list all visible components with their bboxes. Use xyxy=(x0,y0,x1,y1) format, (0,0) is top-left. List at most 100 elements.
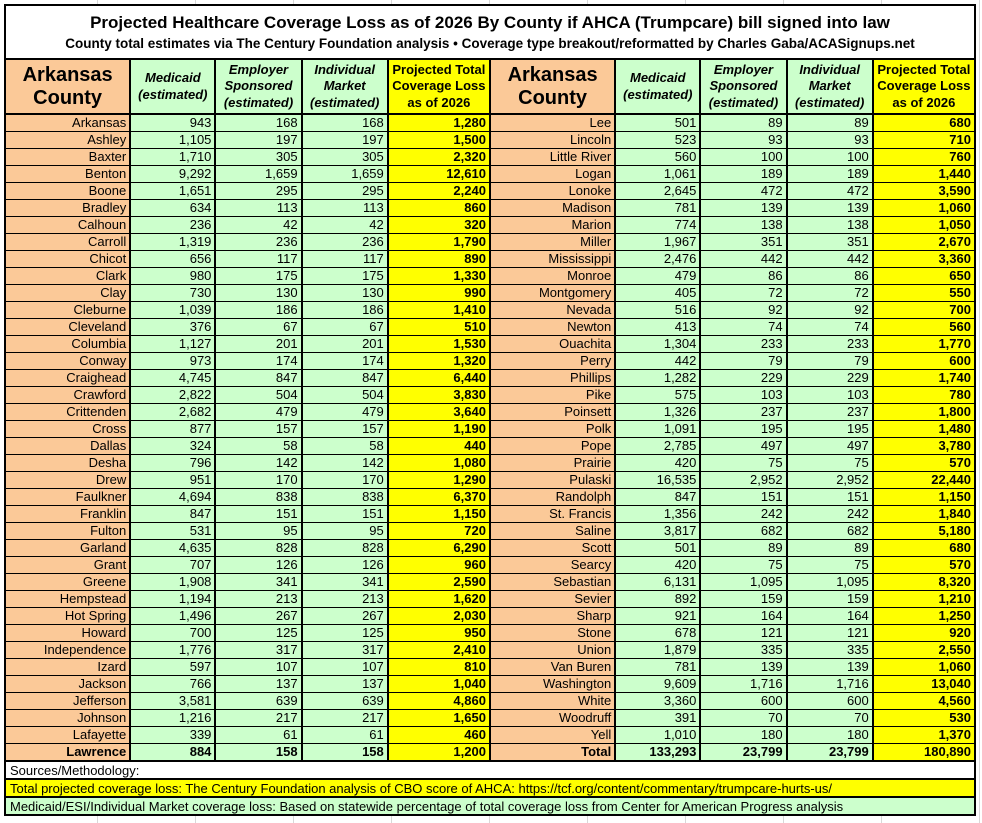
county-cell: Prairie xyxy=(488,454,617,472)
table-row: Clay 730 130 130 990 Montgomery 405 72 72 550 xyxy=(3,284,977,302)
county-cell: Faulkner xyxy=(3,488,132,506)
medicaid-cell: 774 xyxy=(614,216,702,234)
total-cell: 700 xyxy=(871,301,977,319)
total-cell: 4,560 xyxy=(871,692,977,710)
col-header-total-left: Projected Total Coverage Loss as of 2026 xyxy=(386,58,491,115)
employer-cell: 242 xyxy=(699,505,788,523)
medicaid-cell: 1,194 xyxy=(129,590,217,608)
employer-cell: 838 xyxy=(214,488,303,506)
total-cell: 3,590 xyxy=(871,182,977,200)
employer-cell: 93 xyxy=(699,131,788,149)
employer-cell: 1,095 xyxy=(699,573,788,591)
total-cell: 1,500 xyxy=(386,131,491,149)
total-cell: 890 xyxy=(386,250,491,268)
employer-cell: 180 xyxy=(699,726,788,744)
total-cell: 1,250 xyxy=(871,607,977,625)
medicaid-cell: 1,010 xyxy=(614,726,702,744)
table-row: Craighead 4,745 847 847 6,440 Phillips 1,282 22… xyxy=(3,369,977,387)
employer-cell: 828 xyxy=(214,539,303,557)
table-row: Columbia 1,127 201 201 1,530 Ouachita 1,304 233… xyxy=(3,335,977,353)
footnote-total-loss: Total projected coverage loss: The Centu… xyxy=(4,778,976,798)
total-cell: 1,440 xyxy=(871,165,977,183)
individual-cell: 137 xyxy=(300,675,389,693)
employer-cell: 107 xyxy=(214,658,303,676)
employer-cell: 229 xyxy=(699,369,788,387)
county-cell: Howard xyxy=(3,624,132,642)
employer-cell: 159 xyxy=(699,590,788,608)
individual-cell: 100 xyxy=(785,148,874,166)
county-cell: Fulton xyxy=(3,522,132,540)
county-cell: Monroe xyxy=(488,267,617,285)
table-row: Cleveland 376 67 67 510 Newton 413 74 74 560 xyxy=(3,318,977,336)
county-cell: Perry xyxy=(488,352,617,370)
county-cell: Dallas xyxy=(3,437,132,455)
employer-cell: 23,799 xyxy=(699,743,788,762)
medicaid-cell: 2,785 xyxy=(614,437,702,455)
total-cell: 1,650 xyxy=(386,709,491,727)
employer-cell: 639 xyxy=(214,692,303,710)
employer-cell: 67 xyxy=(214,318,303,336)
county-cell: Stone xyxy=(488,624,617,642)
medicaid-cell: 597 xyxy=(129,658,217,676)
individual-cell: 168 xyxy=(300,113,389,132)
total-cell: 680 xyxy=(871,113,977,132)
county-cell: Drew xyxy=(3,471,132,489)
individual-cell: 217 xyxy=(300,709,389,727)
individual-cell: 121 xyxy=(785,624,874,642)
county-cell: Crittenden xyxy=(3,403,132,421)
individual-cell: 23,799 xyxy=(785,743,874,762)
county-cell: Union xyxy=(488,641,617,659)
individual-cell: 107 xyxy=(300,658,389,676)
total-cell: 3,830 xyxy=(386,386,491,404)
medicaid-cell: 921 xyxy=(614,607,702,625)
table-row: Arkansas 943 168 168 1,280 Lee 501 89 89 680 xyxy=(3,113,977,132)
medicaid-cell: 1,879 xyxy=(614,641,702,659)
individual-cell: 72 xyxy=(785,284,874,302)
individual-cell: 236 xyxy=(300,233,389,251)
medicaid-cell: 1,319 xyxy=(129,233,217,251)
table-row: Bradley 634 113 113 860 Madison 781 139 139 1,060 xyxy=(3,199,977,217)
medicaid-cell: 6,131 xyxy=(614,573,702,591)
total-cell: 440 xyxy=(386,437,491,455)
county-cell: Mississippi xyxy=(488,250,617,268)
employer-cell: 61 xyxy=(214,726,303,744)
county-cell: Arkansas xyxy=(3,113,132,132)
medicaid-cell: 730 xyxy=(129,284,217,302)
county-cell: Cleburne xyxy=(3,301,132,319)
individual-cell: 93 xyxy=(785,131,874,149)
county-cell: Pike xyxy=(488,386,617,404)
employer-cell: 197 xyxy=(214,131,303,149)
table-row: Desha 796 142 142 1,080 Prairie 420 75 75 570 xyxy=(3,454,977,472)
total-cell: 2,410 xyxy=(386,641,491,659)
col-header-total-right: Projected Total Coverage Loss as of 2026 xyxy=(871,58,977,115)
county-cell: Sharp xyxy=(488,607,617,625)
employer-cell: 92 xyxy=(699,301,788,319)
county-cell: Hempstead xyxy=(3,590,132,608)
county-cell: Woodruff xyxy=(488,709,617,727)
medicaid-cell: 4,635 xyxy=(129,539,217,557)
individual-cell: 157 xyxy=(300,420,389,438)
total-cell: 1,150 xyxy=(871,488,977,506)
county-cell: White xyxy=(488,692,617,710)
county-cell: Ashley xyxy=(3,131,132,149)
medicaid-cell: 531 xyxy=(129,522,217,540)
col-header-individual-right: Individual Market (estimated) xyxy=(785,58,874,115)
county-cell: Yell xyxy=(488,726,617,744)
total-cell: 1,330 xyxy=(386,267,491,285)
employer-cell: 233 xyxy=(699,335,788,353)
individual-cell: 341 xyxy=(300,573,389,591)
individual-cell: 170 xyxy=(300,471,389,489)
individual-cell: 1,659 xyxy=(300,165,389,183)
medicaid-cell: 16,535 xyxy=(614,471,702,489)
individual-cell: 158 xyxy=(300,743,389,762)
employer-cell: 295 xyxy=(214,182,303,200)
individual-cell: 79 xyxy=(785,352,874,370)
individual-cell: 139 xyxy=(785,658,874,676)
table-row: Izard 597 107 107 810 Van Buren 781 139 139 1,060 xyxy=(3,658,977,676)
employer-cell: 237 xyxy=(699,403,788,421)
medicaid-cell: 1,776 xyxy=(129,641,217,659)
individual-cell: 95 xyxy=(300,522,389,540)
individual-cell: 233 xyxy=(785,335,874,353)
employer-cell: 201 xyxy=(214,335,303,353)
individual-cell: 267 xyxy=(300,607,389,625)
